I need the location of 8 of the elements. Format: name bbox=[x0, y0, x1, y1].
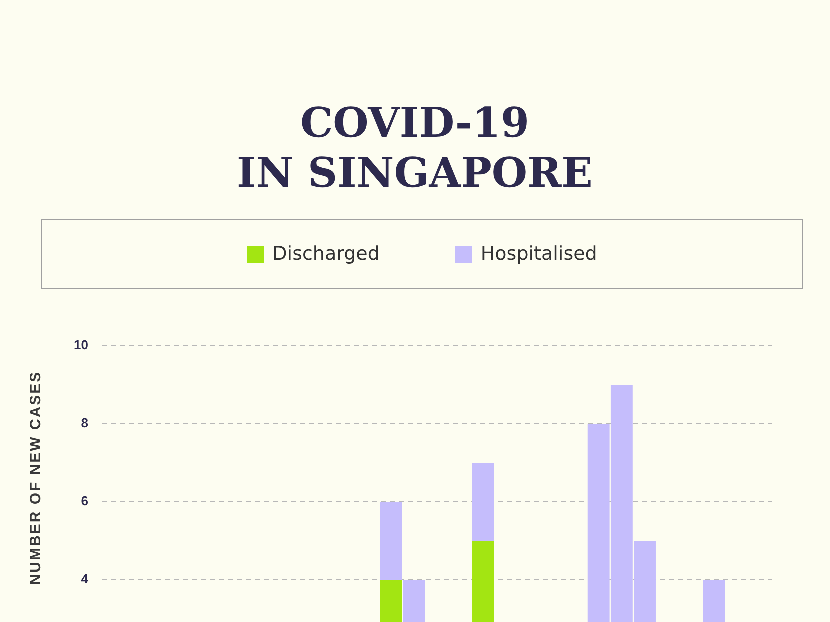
chart-title: COVID-19 IN SINGAPORE bbox=[236, 98, 594, 198]
y-axis-title: NUMBER OF NEW CASES bbox=[28, 370, 44, 586]
y-tick-label: 8 bbox=[81, 416, 88, 431]
legend-label: Hospitalised bbox=[480, 243, 598, 265]
legend-label: Discharged bbox=[272, 243, 380, 265]
y-tick-label: 10 bbox=[74, 338, 88, 353]
y-tick-label: 4 bbox=[81, 572, 90, 587]
y-tick-label: 6 bbox=[81, 494, 88, 509]
